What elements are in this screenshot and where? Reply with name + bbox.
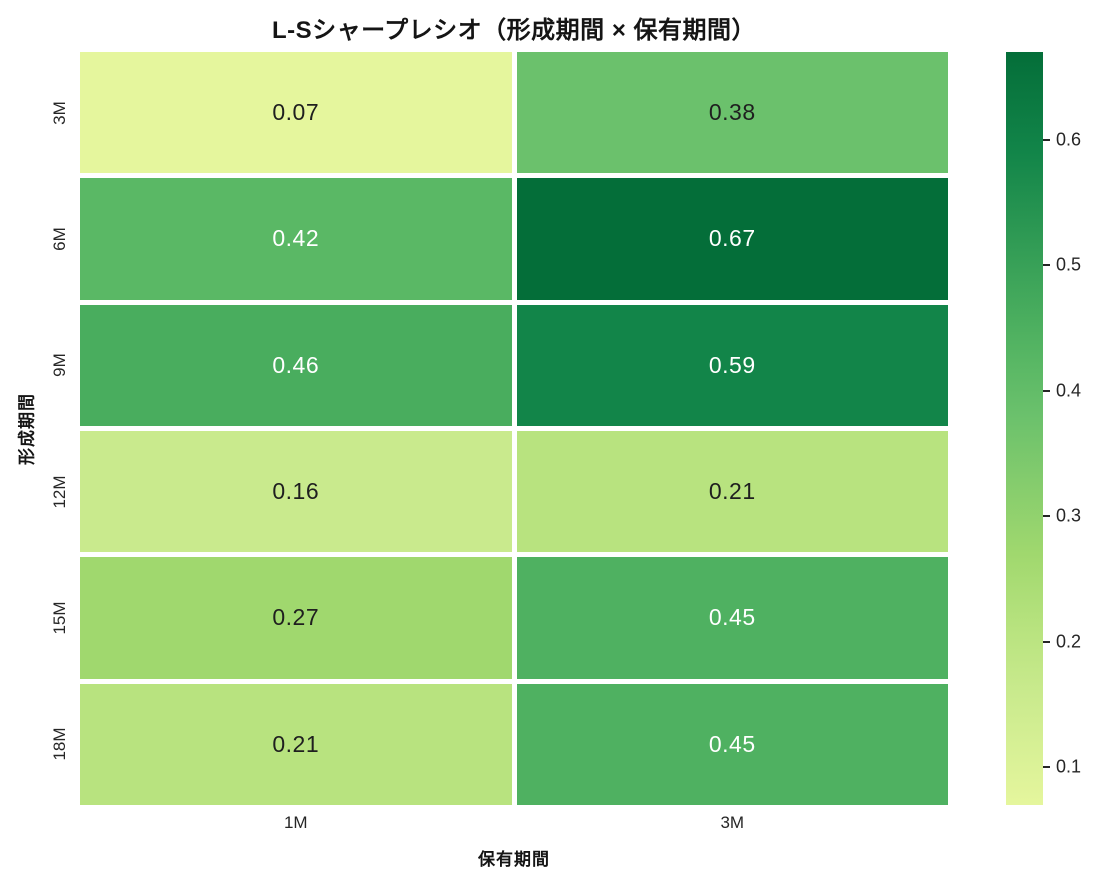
- colorbar-tick-label: 0.1: [1056, 756, 1082, 777]
- colorbar-tick-label: 0.5: [1056, 254, 1082, 275]
- heatmap-cell: 0.07: [80, 52, 512, 174]
- heatmap-cell: 0.59: [516, 304, 948, 426]
- colorbar-tick-label: 0.6: [1056, 129, 1082, 150]
- cell-value: 0.38: [708, 99, 756, 126]
- cell-value: 0.46: [272, 351, 320, 378]
- y-tick-label: 12M: [50, 475, 69, 509]
- cell-value: 0.42: [272, 225, 320, 252]
- cell-value: 0.21: [272, 730, 320, 757]
- heatmap-cell: 0.45: [516, 557, 948, 679]
- heatmap-cell: 0.21: [80, 683, 512, 805]
- chart-title: L-Sシャープレシオ（形成期間 × 保有期間）: [271, 17, 757, 44]
- y-tick-label: 15M: [50, 601, 69, 635]
- heatmap-cell: 0.21: [516, 431, 948, 553]
- colorbar-gradient: [1006, 52, 1043, 805]
- heatmap-cell: 0.16: [80, 431, 512, 553]
- y-tick-label: 3M: [50, 100, 69, 125]
- colorbar-tick-label: 0.2: [1056, 631, 1082, 652]
- cell-value: 0.27: [272, 604, 320, 631]
- cell-value: 0.16: [272, 478, 320, 505]
- heatmap-grid: 0.07 0.38 0.42 0.67 0.46 0.59 0.16 0.21 0.27 0.45…: [80, 52, 948, 805]
- cell-value: 0.07: [272, 99, 320, 126]
- y-tick-label: 6M: [50, 227, 69, 251]
- heatmap-cell: 0.27: [80, 557, 512, 679]
- colorbar-tick-mark: [1043, 640, 1050, 643]
- heatmap-cell: 0.45: [516, 683, 948, 805]
- colorbar-tick-mark: [1043, 138, 1050, 141]
- colorbar-tick-mark: [1043, 766, 1050, 769]
- heatmap-cell: 0.42: [80, 178, 512, 300]
- cell-value: 0.45: [708, 604, 756, 631]
- colorbar-tick-mark: [1043, 389, 1050, 392]
- heatmap-cell: 0.67: [516, 178, 948, 300]
- x-tick-label: 1M: [283, 813, 308, 832]
- y-tick-label: 18M: [50, 727, 69, 761]
- y-axis-label: 形成期間: [17, 393, 37, 465]
- colorbar-tick-label: 0.3: [1056, 505, 1082, 526]
- cell-value: 0.45: [708, 730, 756, 757]
- cell-value: 0.59: [708, 351, 756, 378]
- colorbar-tick-mark: [1043, 515, 1050, 518]
- y-tick-label: 9M: [50, 353, 69, 378]
- cell-value: 0.67: [708, 225, 756, 252]
- cell-value: 0.21: [708, 478, 756, 505]
- x-axis-label: 保有期間: [478, 850, 550, 869]
- colorbar-tick-label: 0.4: [1056, 380, 1082, 401]
- heatmap-cell: 0.46: [80, 304, 512, 426]
- heatmap-cell: 0.38: [516, 52, 948, 174]
- x-tick-label: 3M: [720, 813, 745, 832]
- colorbar-tick-mark: [1043, 264, 1050, 267]
